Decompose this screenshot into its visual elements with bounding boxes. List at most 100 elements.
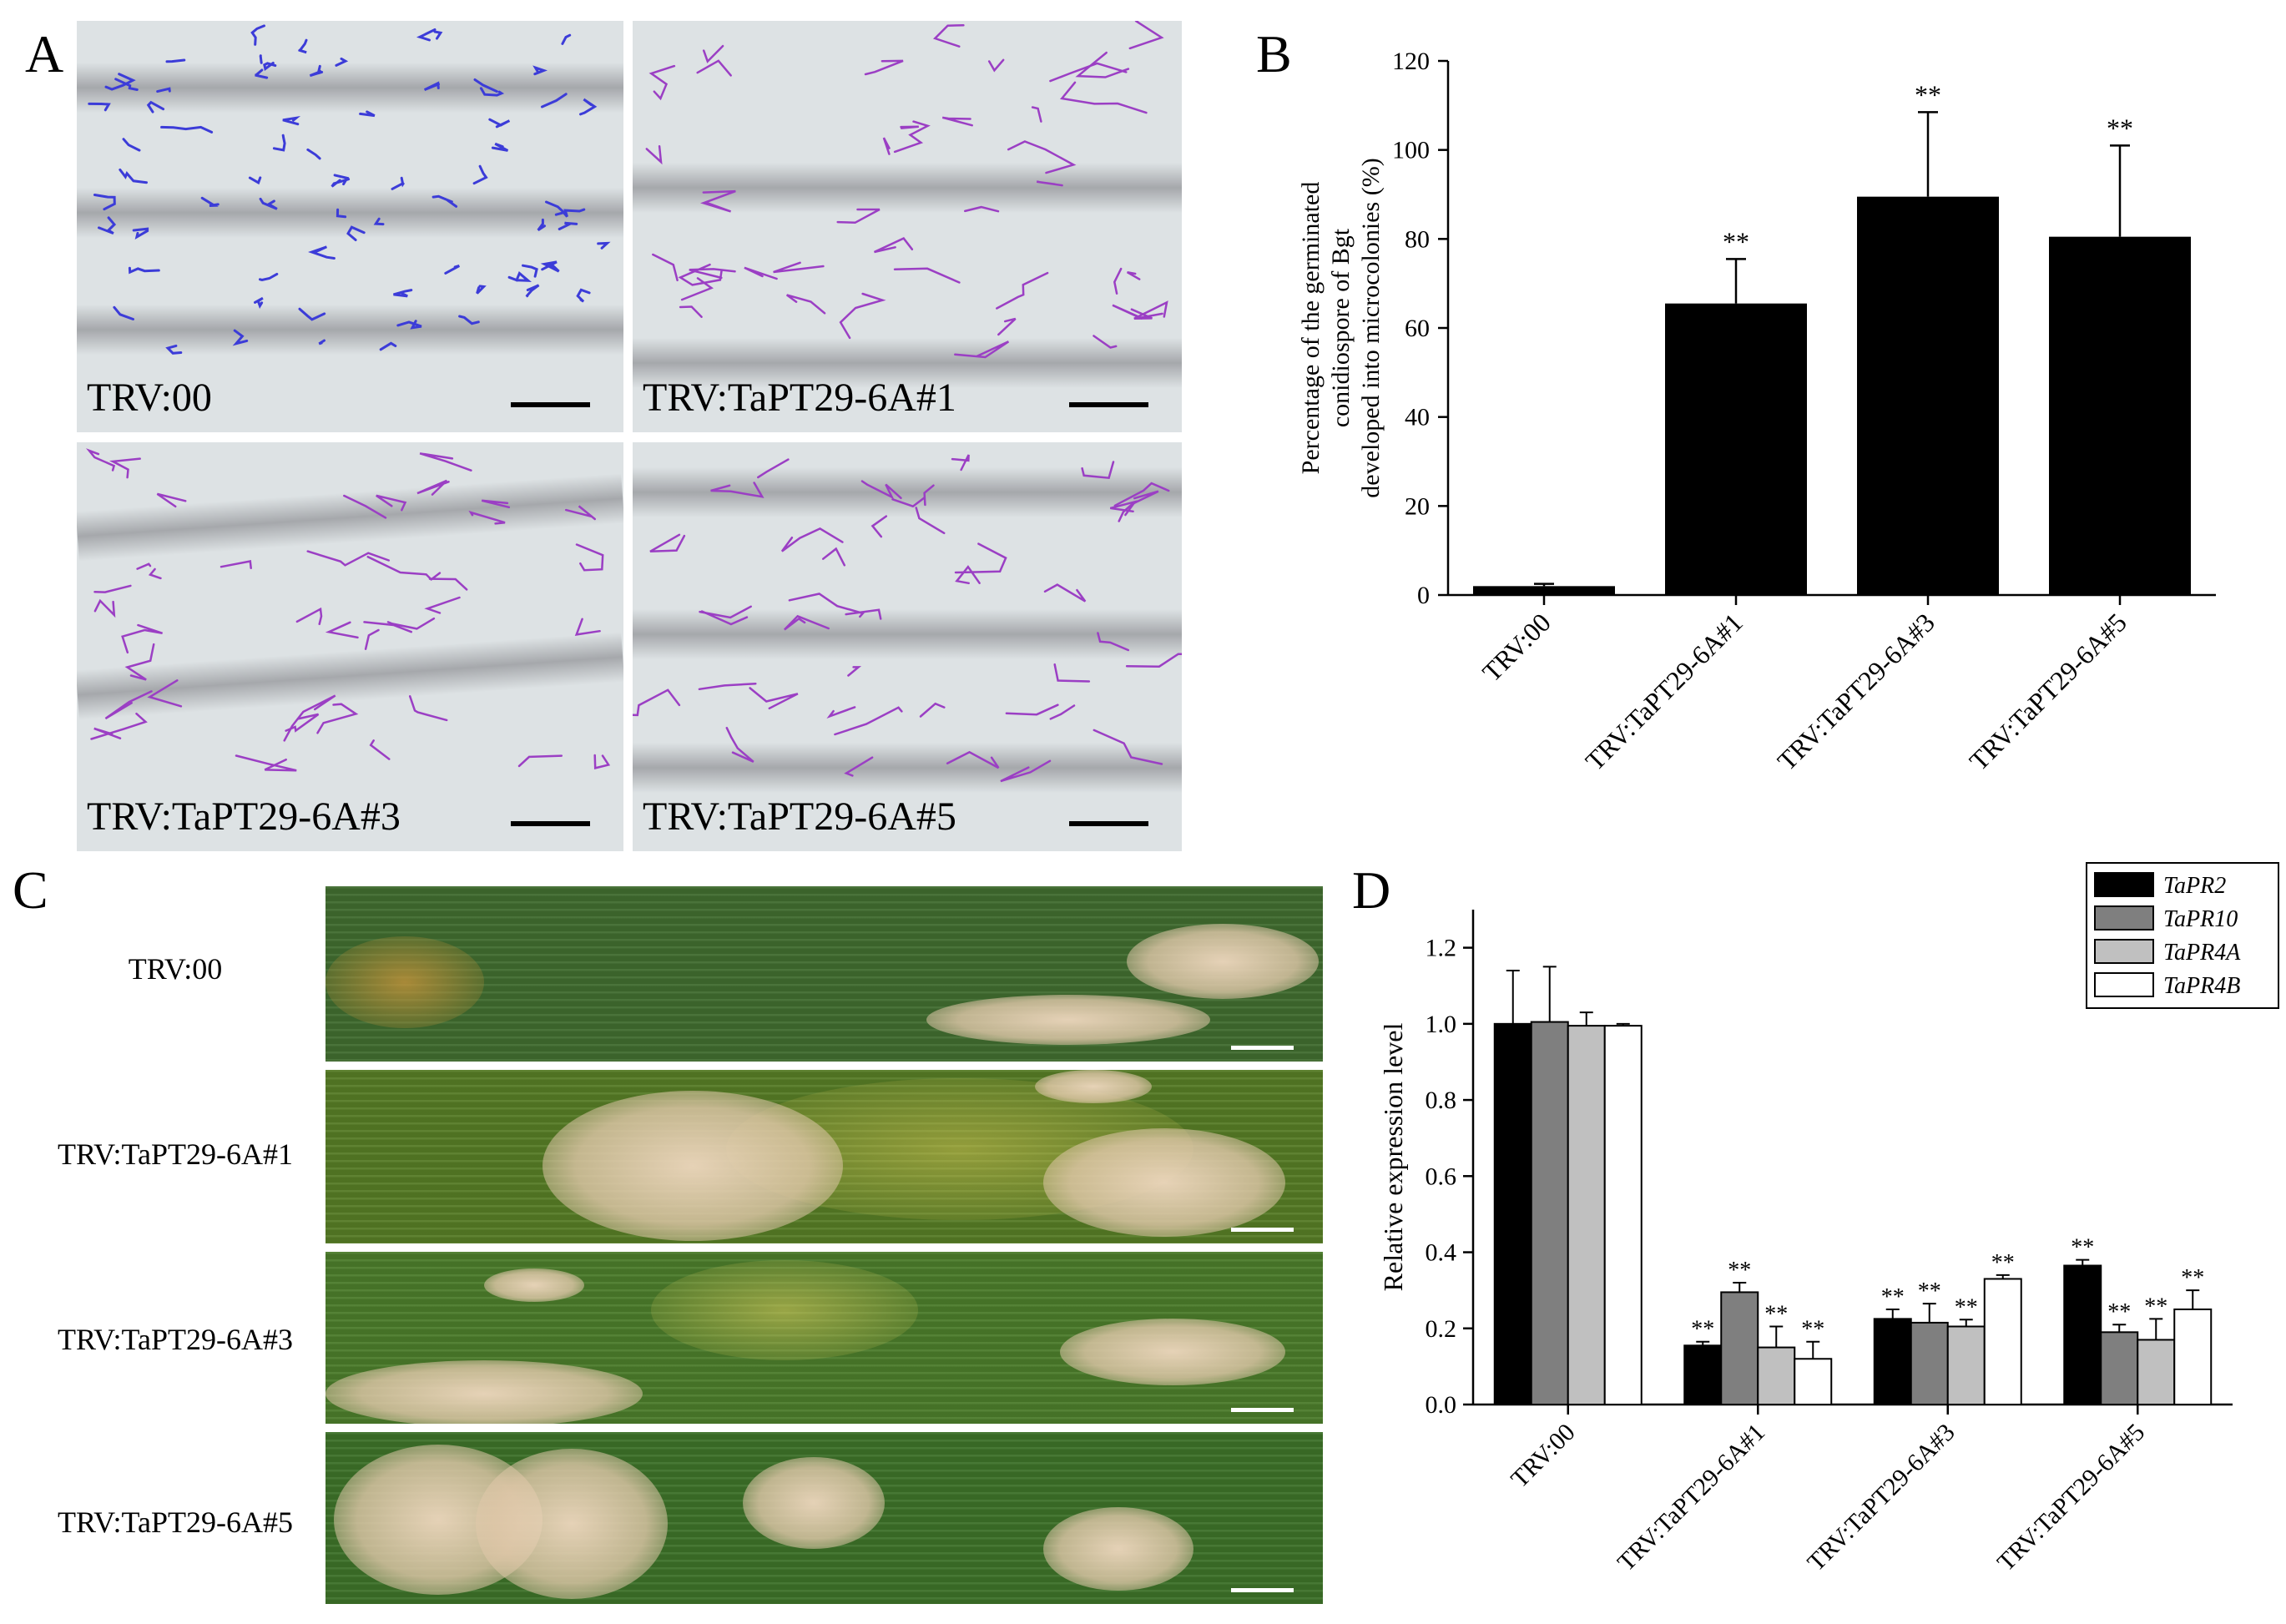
bar: [1665, 303, 1807, 595]
hypha: [932, 24, 965, 48]
hypha: [702, 44, 724, 63]
hypha: [255, 68, 269, 79]
hypha: [1093, 729, 1163, 765]
hypha: [987, 58, 1005, 73]
y-tick-label: 40: [1405, 404, 1430, 431]
bar: [1946, 1325, 1986, 1405]
hypha: [893, 120, 931, 154]
y-axis-label: Relative expression level: [1378, 1023, 1408, 1292]
hypha: [645, 144, 663, 165]
hypha: [893, 267, 961, 284]
scale-bar: [1231, 1588, 1294, 1592]
bar: [1683, 1344, 1723, 1405]
hypha: [923, 484, 935, 507]
micrograph-trv00: TRV:00: [77, 21, 623, 432]
hyphae-overlay: [633, 454, 1182, 783]
hypha: [282, 115, 301, 126]
hypha: [1043, 583, 1087, 603]
significance-mark: **: [2107, 113, 2133, 143]
hypha: [423, 81, 440, 91]
hypha: [416, 479, 450, 496]
significance-mark: **: [1881, 1284, 1905, 1310]
hypha: [285, 713, 320, 733]
hypha: [954, 340, 1010, 359]
x-tick-label: TRV:TaPT29-6A#1: [1612, 1419, 1770, 1576]
hypha: [146, 100, 165, 113]
y-tick-label: 80: [1405, 225, 1430, 253]
hypha: [698, 682, 757, 691]
hypha: [1053, 663, 1091, 683]
hypha: [870, 515, 888, 538]
hypha: [272, 134, 286, 152]
y-tick-label: 1.2: [1426, 935, 1457, 962]
bar: [2063, 1264, 2102, 1405]
hypha: [679, 305, 703, 318]
hypha: [108, 457, 141, 479]
hypha: [308, 245, 336, 260]
hypha: [1130, 300, 1168, 320]
hypha: [396, 320, 422, 330]
hypha: [1031, 106, 1042, 123]
hypha: [997, 317, 1017, 336]
bar: [1603, 1025, 1643, 1405]
hypha: [132, 227, 149, 240]
hypha: [558, 221, 578, 230]
hypha: [85, 448, 116, 472]
hypha: [136, 562, 152, 570]
hypha: [468, 510, 506, 525]
hypha: [283, 694, 336, 742]
hypha: [1113, 482, 1170, 507]
significance-mark: **: [1801, 1317, 1824, 1343]
scale-bar: [1069, 821, 1148, 826]
legend-swatch: [2094, 905, 2154, 931]
panel-c-letter: C: [13, 860, 48, 920]
hypha: [121, 623, 163, 654]
hypha: [416, 28, 437, 42]
x-tick-label: TRV:00: [1476, 607, 1557, 687]
hyphae-overlay: [85, 448, 611, 772]
hypha: [576, 288, 591, 303]
hypha: [1113, 267, 1123, 295]
y-tick-label: 0.6: [1426, 1163, 1457, 1190]
hyphae-overlay: [88, 24, 611, 355]
hypha: [428, 577, 468, 591]
x-tick-label: TRV:TaPT29-6A#3: [1802, 1419, 1960, 1576]
hypha: [561, 33, 572, 45]
leaf-trv-tapt29-1: [325, 1070, 1323, 1243]
hypha: [575, 543, 604, 572]
x-tick-label: TRV:TaPT29-6A#1: [1579, 607, 1749, 776]
hypha: [433, 30, 443, 40]
hypha: [156, 492, 187, 508]
hypha: [696, 59, 732, 77]
bar: [2173, 1308, 2213, 1406]
hypha: [93, 598, 116, 618]
hypha: [1007, 140, 1077, 174]
hypha: [873, 237, 914, 254]
hypha: [648, 64, 676, 101]
hypha: [444, 265, 461, 275]
hypha: [366, 555, 442, 582]
hypha: [525, 284, 540, 298]
bar: [1910, 1321, 1949, 1406]
hypha: [336, 208, 347, 219]
hypha: [295, 607, 323, 626]
hypha: [220, 560, 252, 569]
scale-bar: [1231, 1408, 1294, 1412]
hypha: [564, 505, 597, 521]
hypha: [325, 621, 359, 639]
significance-mark: **: [1915, 79, 1941, 109]
hypha: [900, 125, 919, 129]
legend-label: TaPR2: [2163, 873, 2226, 899]
leaf-label: TRV:TaPT29-6A#3: [58, 1323, 293, 1356]
hypha: [860, 480, 902, 500]
hypha: [826, 706, 856, 719]
bar: [1873, 1318, 1912, 1405]
hypha: [757, 458, 790, 479]
scale-bar: [1231, 1046, 1294, 1050]
y-tick-label: 60: [1405, 315, 1430, 342]
hypha: [359, 110, 376, 118]
y-tick-label: 0.0: [1426, 1391, 1457, 1419]
significance-mark: **: [2181, 1265, 2204, 1291]
hypha: [522, 264, 538, 278]
hypha: [1093, 335, 1118, 349]
